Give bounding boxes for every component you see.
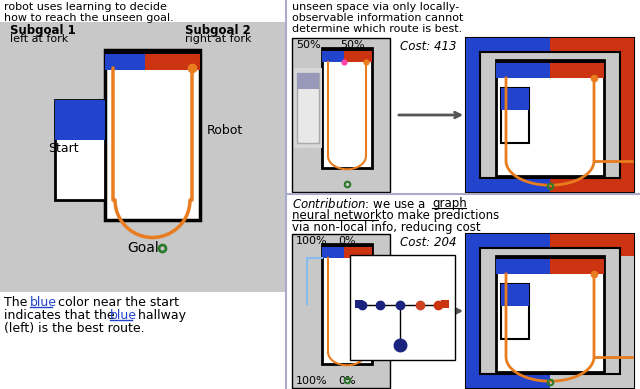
Text: to make predictions: to make predictions [378,209,499,222]
Bar [322,48,344,62]
Bar [496,256,604,372]
Bar [441,300,449,308]
Text: Subgoal 2: Subgoal 2 [185,24,251,37]
Text: 0%: 0% [338,236,356,246]
Bar [496,256,604,259]
Bar [350,255,455,360]
Bar [105,50,200,54]
Bar [322,244,344,258]
Bar [501,284,529,339]
Bar [145,50,200,70]
Text: right at fork: right at fork [185,34,252,44]
Bar [501,88,529,143]
Text: 0%: 0% [338,376,356,386]
Bar [496,60,550,78]
Text: 50%: 50% [296,40,321,50]
Bar [550,234,634,388]
Bar [466,38,550,192]
Text: determine which route is best.: determine which route is best. [292,24,462,34]
Text: Robot: Robot [207,123,243,137]
Bar [294,68,322,148]
Text: left at fork: left at fork [10,34,68,44]
Bar [344,48,372,62]
Text: 50%: 50% [340,40,365,50]
Text: Goal: Goal [127,241,159,255]
Bar [55,100,105,140]
Text: Cost: 204: Cost: 204 [400,236,456,249]
Bar [322,48,372,168]
Bar [550,234,634,256]
Text: $\it{Contribution}$: we use a: $\it{Contribution}$: we use a [292,197,427,211]
Text: Graph Neural: Graph Neural [355,260,433,270]
Text: via non-local info, reducing cost: via non-local info, reducing cost [292,221,481,234]
Text: how to reach the unseen goal.: how to reach the unseen goal. [4,13,173,23]
Text: Net Estimator: Net Estimator [355,271,436,281]
Text: Start: Start [48,142,79,154]
Text: blue: blue [110,309,137,322]
Bar [322,244,372,364]
Bar [496,60,604,176]
Bar [297,73,319,89]
Text: 0%: 0% [428,315,444,325]
Bar [355,300,363,308]
Text: unseen space via only locally-: unseen space via only locally- [292,2,460,12]
Bar [550,256,604,274]
Bar [344,244,372,258]
Bar [297,73,319,143]
Bar [105,50,200,220]
Text: Subgoal 1: Subgoal 1 [10,24,76,37]
Text: 100%: 100% [296,376,328,386]
Text: color near the start: color near the start [54,296,179,309]
Text: graph: graph [432,197,467,210]
Text: 100%: 100% [296,236,328,246]
Bar [480,52,620,178]
Bar [501,88,529,110]
Text: blue: blue [30,296,57,309]
Text: Cost: 413: Cost: 413 [400,40,456,53]
Bar [496,256,550,274]
Text: neural network: neural network [292,209,381,222]
Bar [105,50,145,70]
Text: indicates that the: indicates that the [4,309,118,322]
Text: $s_2$: $s_2$ [145,60,159,73]
Text: 100%: 100% [355,315,383,325]
Bar [466,234,634,388]
Bar [322,48,372,51]
Text: $s_1$: $s_1$ [111,60,125,73]
Bar [292,38,390,192]
Bar [550,38,634,192]
Bar [466,234,634,388]
Bar [480,248,620,374]
Text: robot uses learning to decide: robot uses learning to decide [4,2,167,12]
Text: The: The [4,296,31,309]
Bar [292,234,390,388]
Text: hallway: hallway [134,309,186,322]
Bar [550,60,604,78]
Text: observable information cannot: observable information cannot [292,13,463,23]
Bar [55,100,105,200]
Bar [466,38,634,192]
Bar [0,22,286,292]
Bar [322,244,372,247]
Bar [496,60,604,63]
Text: (left) is the best route.: (left) is the best route. [4,322,145,335]
Bar [501,284,529,306]
